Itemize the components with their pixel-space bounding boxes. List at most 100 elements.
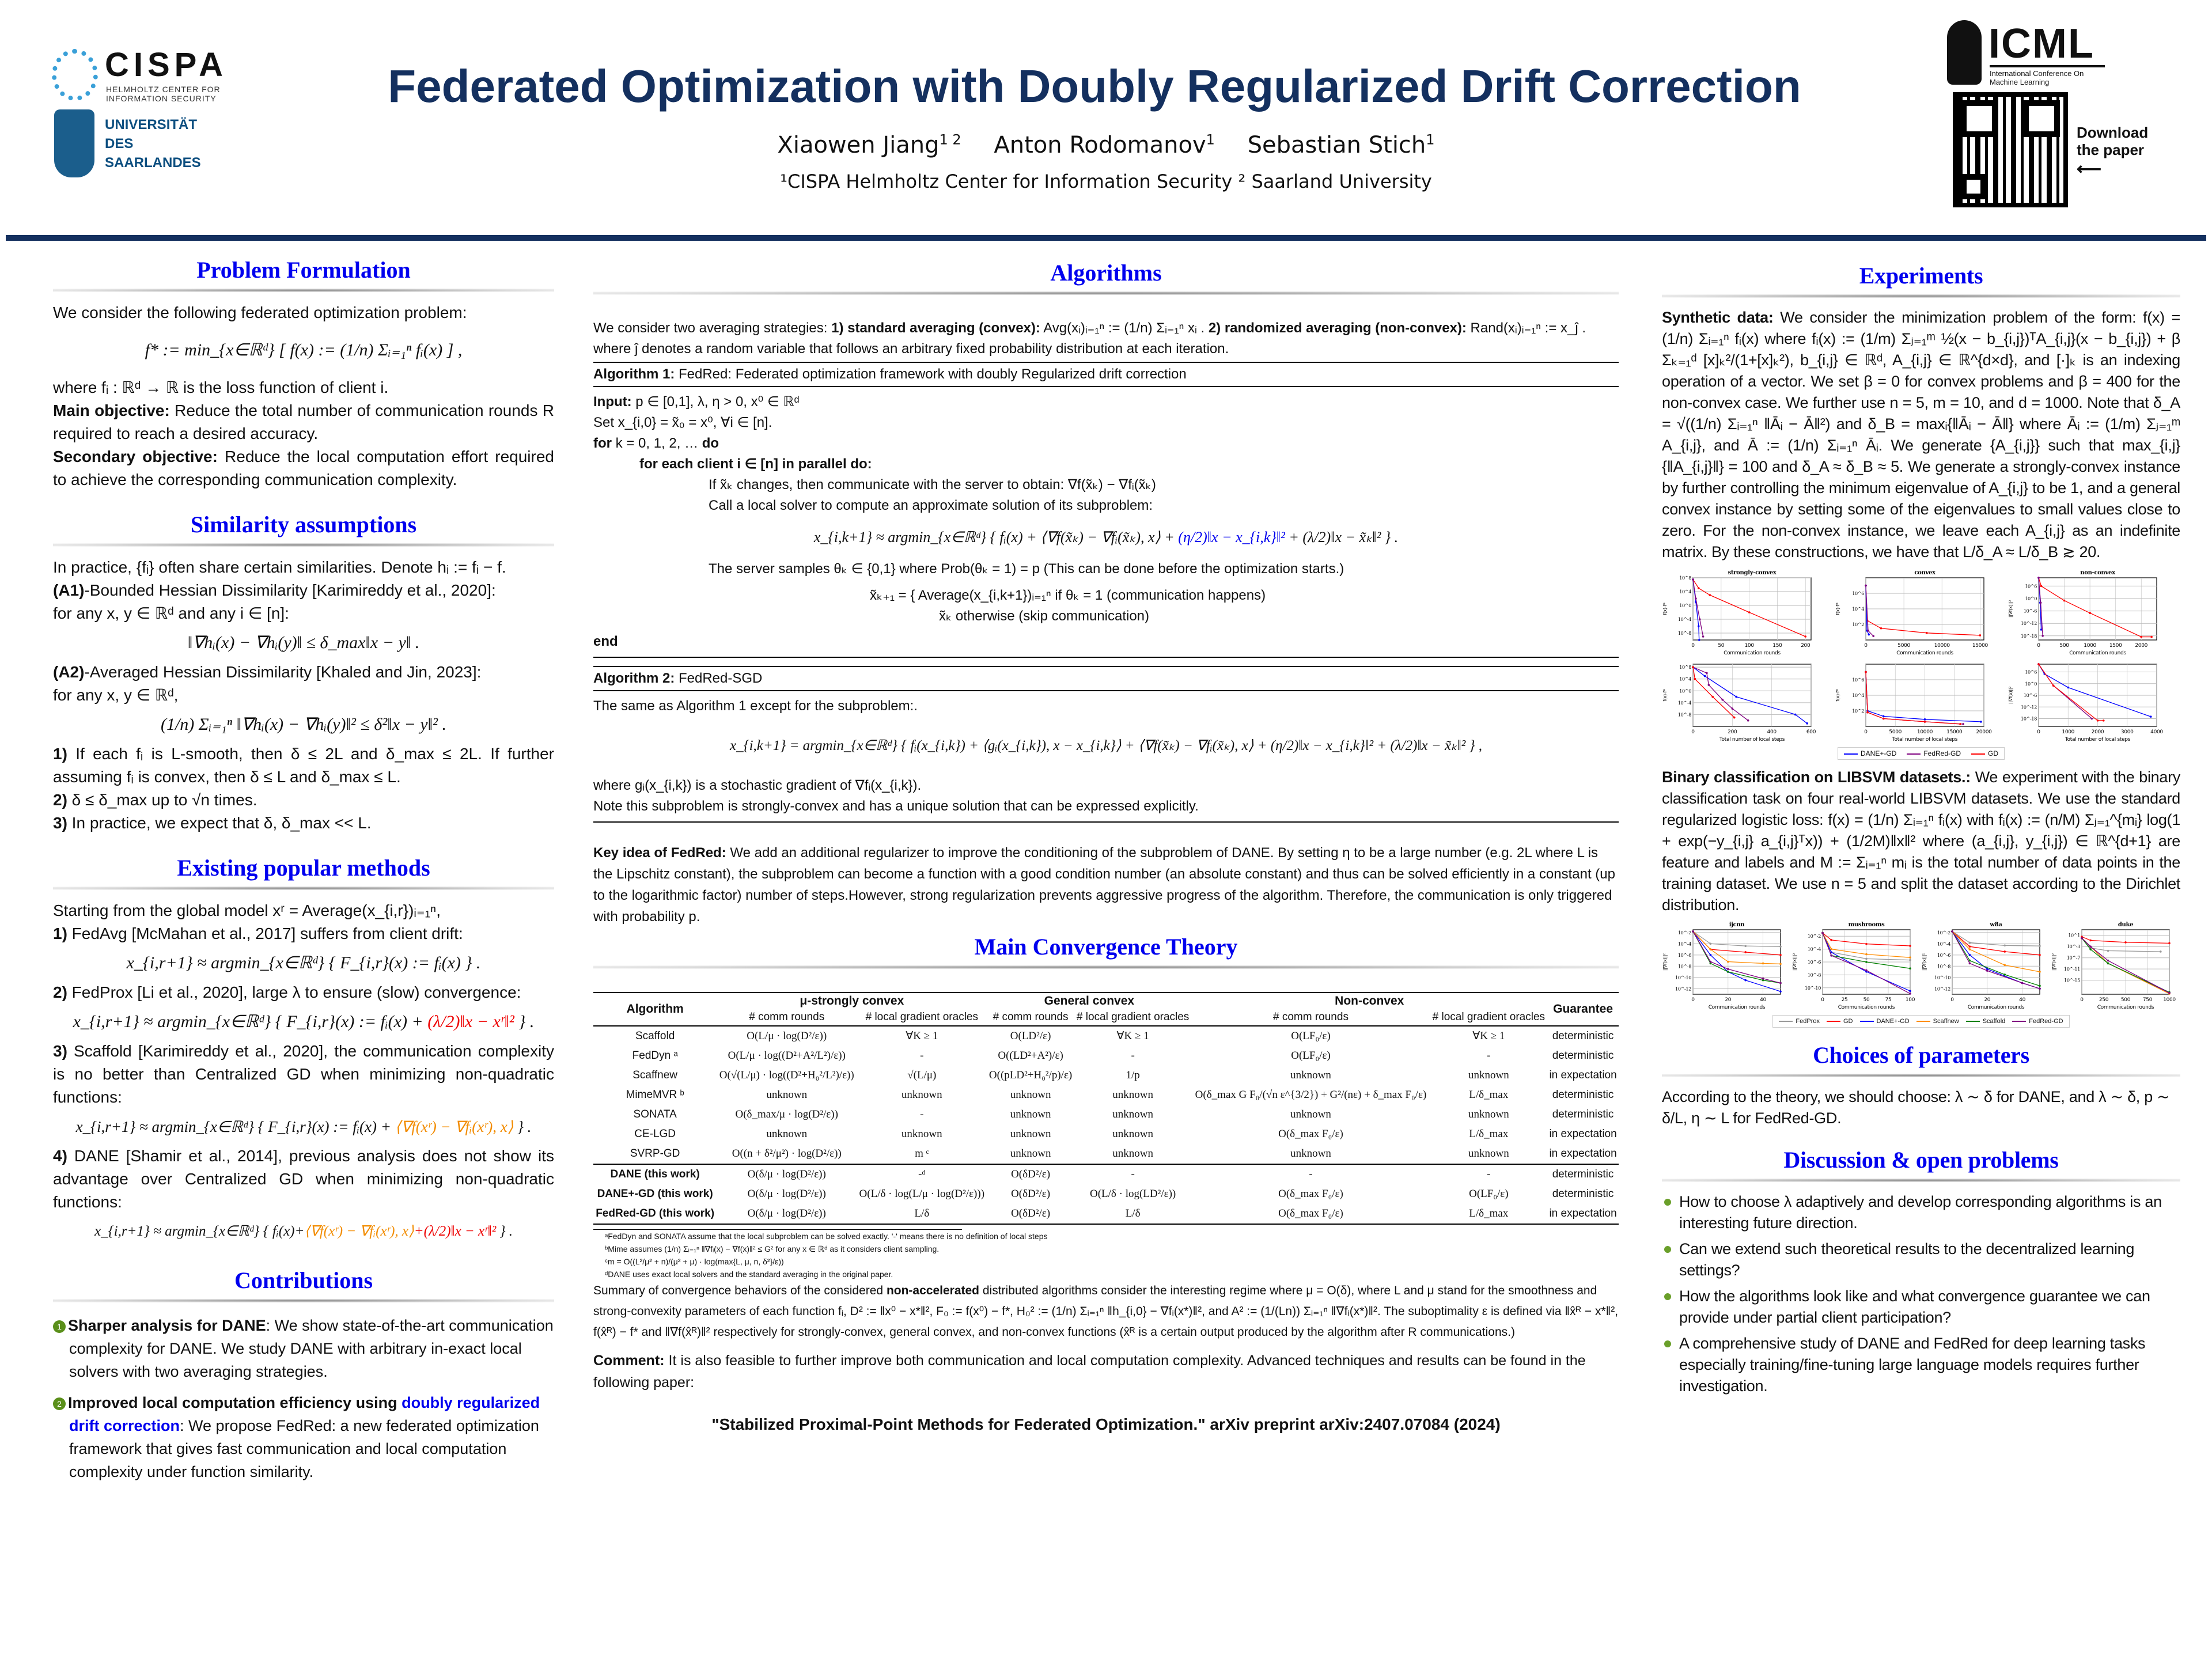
- icml-logo: ICML International Conference On Machine…: [1947, 20, 2160, 89]
- a1-condition: for any x, y ∈ ℝᵈ and any i ∈ [n]:: [53, 604, 289, 622]
- text: distributed algorithms consider the inte…: [593, 1284, 1619, 1339]
- chart-svg: 0 25 50 75 100 10^-2 10^-4 10^-6 10^-8 10^-10 mush…: [1792, 922, 1915, 1010]
- legend-label: Scaffold: [1982, 1018, 2006, 1025]
- label: 1): [53, 745, 67, 763]
- x-tick-label: 0: [1864, 643, 1868, 649]
- data-point: [1865, 961, 1868, 963]
- y-tick-label: 10^-6: [1937, 953, 1950, 958]
- x-tick-label: 400: [1767, 729, 1777, 735]
- algorithm-name-cell: SVRP-GD: [630, 1147, 680, 1160]
- data-point: [1762, 962, 1764, 965]
- y-axis-label: f(x)-f*: [1662, 603, 1668, 615]
- x-tick-label: 0: [2037, 729, 2040, 735]
- table-summary: Summary of convergence behaviors of the …: [593, 1281, 1619, 1343]
- complexity-cell: O(L/μ · log((D²+A²/L²)/ε)): [728, 1050, 846, 1062]
- data-point: [1779, 945, 1782, 948]
- chart-synthetic-strongly-convex-rounds: 0 50 100 150 200 10^8 10^4 10^0 10^-4 10^-8 strong…: [1662, 570, 1812, 656]
- problem-equation: f* := min_{x∈ℝᵈ} [ f(x) := (1/n) Σᵢ₌₁ⁿ f…: [145, 340, 463, 359]
- text: We experiment with the binary classifica…: [1662, 768, 2181, 914]
- table-row: FedRed-GD (this work) O(δ/μ · log(D²/ε)) L…: [593, 1204, 1619, 1224]
- alg2-equation: x_{i,k+1} = argmin_{x∈ℝᵈ} { fᵢ(x_{i,k}) …: [730, 738, 1482, 753]
- column-subheader: # comm rounds: [993, 1011, 1069, 1023]
- data-point: [1959, 723, 1961, 725]
- text: Scaffold [Karimireddy et al., 2020], the…: [53, 1042, 554, 1106]
- y-tick-label: 10^-2: [1678, 930, 1691, 935]
- label: 4): [53, 1147, 67, 1165]
- guarantee-cell: deterministic: [1552, 1168, 1614, 1180]
- alg-server-sample: The server samples θₖ ∈ {0,1} where Prob…: [709, 561, 1344, 577]
- y-axis-label: ||∇f(x)||²: [1662, 953, 1668, 971]
- series-line-gd: [2081, 936, 2170, 944]
- complexity-cell: L/δ: [914, 1207, 930, 1219]
- label: Secondary objective:: [53, 448, 218, 465]
- chart-title: ijcnn: [1729, 922, 1745, 928]
- right-column: Experiments Synthetic data: We consider …: [1662, 262, 2180, 1402]
- legend-swatch-icon: [1907, 753, 1921, 755]
- data-point: [1909, 945, 1911, 947]
- complexity-cell: -ᵈ: [918, 1168, 926, 1180]
- x-tick-label: 0: [2080, 997, 2084, 1003]
- paper-citation[interactable]: "Stabilized Proximal-Point Methods for F…: [711, 1415, 1501, 1433]
- fedavg-equation: x_{i,r+1} ≈ argmin_{x∈ℝᵈ} { F_{i,r}(x) :…: [126, 953, 481, 972]
- algorithm-2-caption: Algorithm 2: FedRed-SGD: [593, 667, 1619, 691]
- label: Comment:: [593, 1353, 665, 1369]
- table-row: CE-LGD unknown unknown unknown unknown O(δ_ma…: [593, 1124, 1619, 1144]
- chart-title: duke: [2118, 922, 2133, 928]
- y-tick-label: 10^-4: [1937, 941, 1950, 946]
- legend-label: FedRed-GD: [2029, 1018, 2063, 1025]
- author-affiliation-mark: 1: [1426, 132, 1435, 148]
- arrow-left-icon: ⟵: [2077, 160, 2102, 179]
- guarantee-cell: deterministic: [1552, 1108, 1614, 1120]
- data-point: [1968, 959, 1971, 962]
- legend-libsvm: FedProx GD DANE+-GD Scaffnew Scaffold FedRed-…: [1772, 1015, 2070, 1028]
- similarity-note: 2) δ ≤ δ_max up to √n times.: [53, 789, 554, 812]
- chart-svg: 0 5000 10000 15000 10^6 10^4 10^2 convex Communi…: [1835, 570, 1988, 656]
- data-point: [1968, 945, 1971, 948]
- alg2-where: where gᵢ(x_{i,k}) is a stochastic gradie…: [593, 778, 922, 793]
- open-problems-list: How to choose λ adaptively and develop c…: [1662, 1191, 2180, 1397]
- section-heading-convergence-theory: Main Convergence Theory: [974, 934, 1238, 960]
- y-tick-label: 10^-4: [1678, 700, 1691, 706]
- alg-for-each: for each client i ∈ [n] in parallel do:: [639, 456, 872, 472]
- x-axis-label: Communication rounds: [2069, 650, 2126, 656]
- table-row: Scaffnew O(√(L/μ) · log((D²+H₀²/L²)/ε)) √(…: [593, 1066, 1619, 1085]
- eq-part: } .: [496, 1224, 513, 1239]
- x-tick-label: 0: [1864, 729, 1868, 735]
- y-tick-label: 10^8: [1679, 665, 1691, 670]
- dane-equation: x_{i,r+1} ≈ argmin_{x∈ℝᵈ} { fᵢ(x)+⟨∇f(xʳ…: [53, 1219, 554, 1244]
- data-point: [1980, 721, 1982, 723]
- section-divider: [1662, 1074, 2180, 1077]
- series-line-fedred-gd: [2081, 938, 2170, 994]
- complexity-cell: unknown: [766, 1128, 808, 1140]
- data-point: [1744, 951, 1747, 953]
- y-tick-label: 10^-15: [2064, 978, 2080, 983]
- data-point: [2021, 982, 2024, 984]
- data-point: [1882, 715, 1885, 718]
- label: 1): [53, 925, 67, 942]
- x-tick-label: 50: [1863, 997, 1870, 1003]
- legend-swatch-icon: [1859, 1021, 1874, 1022]
- y-axis-label: f(x)-f*: [1662, 689, 1668, 702]
- text: Summary of convergence behaviors of the …: [593, 1284, 887, 1297]
- guarantee-cell: in expectation: [1549, 1207, 1617, 1219]
- x-tick-label: 1000: [2062, 729, 2074, 735]
- chart-title: strongly-convex: [1728, 570, 1777, 576]
- column-header: Guarantee: [1553, 1002, 1613, 1016]
- text: k = 0, 1, 2, …: [612, 435, 702, 451]
- data-point: [1868, 633, 1870, 636]
- complexity-cell: -: [920, 1050, 924, 1062]
- data-point: [1830, 939, 1832, 941]
- similarity-note: 1) If each fᵢ is L-smooth, then δ ≤ 2L a…: [53, 743, 554, 789]
- convergence-table: Algorithm μ-strongly convex General conv…: [593, 992, 1619, 1225]
- label: 2): [53, 983, 67, 1001]
- university-crest-icon: [54, 109, 94, 177]
- legend-item: GD: [1827, 1017, 1853, 1026]
- alg-for: for k = 0, 1, 2, … do: [593, 433, 1619, 454]
- chart-libsvm-duke: 0 250 500 750 1000 10^1 10^-3 10^-7 10^-11 10^-15…: [2051, 922, 2176, 1010]
- open-problem-item: How to choose λ adaptively and develop c…: [1662, 1191, 2180, 1234]
- complexity-cell: ∀K ≥ 1: [906, 1030, 938, 1042]
- x-axis-label: Total number of local steps: [2065, 737, 2131, 743]
- y-tick-label: 10^-10: [1805, 986, 1821, 991]
- paper-qr-code[interactable]: [1953, 92, 2068, 207]
- series-line-fedprox: [1692, 931, 1781, 947]
